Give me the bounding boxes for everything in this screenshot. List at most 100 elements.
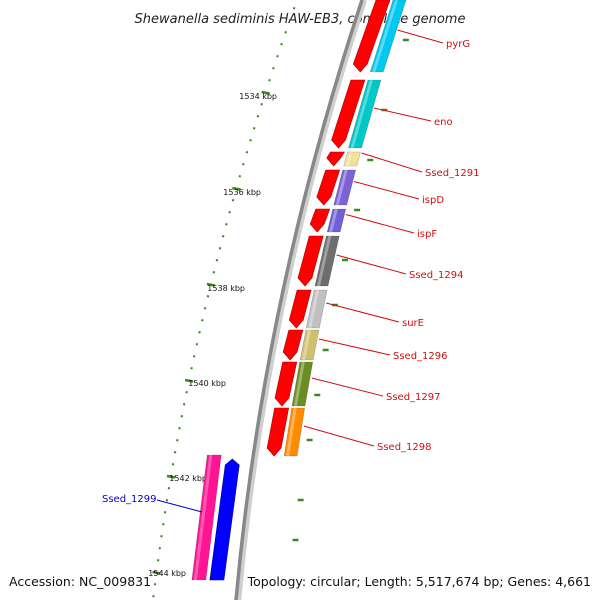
minor-tick (165, 499, 169, 502)
minor-tick (160, 535, 163, 538)
minor-tick (152, 595, 155, 598)
minor-tick (284, 31, 287, 34)
gene-label-ispF[interactable]: ispF (417, 229, 437, 240)
gene-feature-Ssed_1298[interactable] (283, 407, 306, 457)
topology-text: Topology: circular; Length: 5,517,674 bp… (247, 574, 591, 589)
minor-tick (195, 343, 199, 346)
gene-feature-ispF[interactable] (326, 208, 347, 233)
minor-tick (178, 427, 181, 430)
kbp-label: 1536 kbp (223, 188, 261, 197)
cds-arrow[interactable] (326, 151, 346, 167)
minor-tick (245, 151, 249, 154)
gene-sheen (372, 0, 398, 72)
minor-tick (231, 199, 235, 202)
gene-sheen (350, 80, 373, 148)
gene-sheen (345, 152, 353, 166)
gene-leader-line (397, 29, 444, 44)
gene-label-Ssed_1296[interactable]: Ssed_1296 (393, 351, 448, 362)
gene-label-Ssed_1294[interactable]: Ssed_1294 (409, 270, 464, 281)
minor-tick (158, 547, 162, 550)
cds-arrow[interactable] (331, 79, 366, 149)
minor-tick (176, 439, 179, 442)
gene-label-ispD[interactable]: ispD (422, 195, 444, 206)
kbp-label: 1542 kbp (169, 474, 207, 483)
gene-labels: pyrG eno Ssed_1291 ispD ispF Ssed_1294 s… (102, 39, 480, 505)
cds-arrow[interactable] (288, 289, 312, 329)
major-tick (166, 474, 176, 479)
gene-sheen (308, 290, 320, 328)
minor-tick (162, 523, 165, 526)
gene-label-Ssed_1291[interactable]: Ssed_1291 (425, 168, 480, 179)
minor-tick (171, 463, 175, 466)
major-tick (184, 378, 194, 383)
minor-tick (280, 43, 283, 46)
cds-arrow[interactable] (297, 235, 324, 287)
gene-feature-surE[interactable] (305, 289, 328, 329)
gene-feature-Ssed_1297[interactable] (291, 361, 314, 407)
minor-tick (190, 367, 193, 370)
gene-feature-ispD[interactable] (333, 169, 357, 206)
minor-tick (252, 127, 256, 130)
kbp-label: 1534 kbp (239, 92, 277, 101)
minor-tick (173, 451, 177, 454)
gene-leader-line (326, 302, 400, 323)
minor-tick (182, 403, 186, 406)
minor-tick (288, 19, 292, 22)
major-tick (152, 570, 161, 575)
cds-arrow[interactable] (282, 329, 304, 361)
gene-sheen (329, 209, 338, 232)
minor-tick (201, 319, 204, 322)
gene-sheen (193, 455, 213, 580)
cds-arrow[interactable] (316, 169, 341, 206)
gene-leader-line (156, 499, 203, 513)
minor-tick (153, 583, 157, 586)
gene-label-Ssed_1297[interactable]: Ssed_1297 (386, 392, 441, 403)
cds-arrow[interactable] (309, 208, 331, 233)
minor-tick (167, 487, 171, 490)
minor-tick (276, 55, 279, 58)
cds-arrow[interactable] (274, 361, 298, 407)
kbp-label: 1544 kbp (148, 569, 186, 578)
minor-tick (198, 331, 201, 334)
major-tick (206, 282, 216, 287)
kbp-label: 1538 kbp (207, 284, 245, 293)
minor-tick (249, 139, 252, 142)
gene-label-eno[interactable]: eno (434, 117, 453, 128)
gene-sheen (335, 170, 348, 205)
minor-tick (203, 307, 207, 310)
minor-tick (238, 175, 242, 178)
minor-tick (218, 247, 222, 250)
gene-feature-Ssed_1291[interactable] (343, 151, 361, 167)
minor-tick (272, 67, 275, 70)
gene-feature-pyrG[interactable] (369, 0, 407, 73)
minor-tick (180, 415, 184, 418)
minor-tick (221, 235, 225, 238)
accession-text: Accession: NC_009831 (9, 574, 151, 589)
gene-label-surE[interactable]: surE (402, 318, 424, 329)
gene-feature-eno[interactable] (348, 79, 382, 149)
gene-feature-Ssed_1296[interactable] (299, 329, 320, 361)
minor-tick (256, 115, 260, 118)
gene-leader-line (311, 377, 384, 397)
gene-label-Ssed_1299[interactable]: Ssed_1299 (102, 494, 157, 505)
gene-feature-Ssed_1299[interactable] (191, 454, 222, 581)
gene-sheen (302, 330, 311, 360)
genome-backbone (234, 0, 364, 600)
minor-tick (192, 355, 196, 358)
minor-tick (228, 211, 231, 214)
gene-label-Ssed_1298[interactable]: Ssed_1298 (377, 442, 432, 453)
map-title: Shewanella sediminis HAW-EB3, complete g… (135, 12, 466, 27)
gene-sheen (316, 236, 332, 286)
minor-tick (185, 391, 188, 394)
minor-tick (242, 163, 245, 166)
minor-tick (215, 259, 219, 262)
minor-tick (163, 511, 167, 514)
minor-tick (225, 223, 228, 226)
gene-feature-Ssed_1294[interactable] (314, 235, 340, 287)
cds-arrow[interactable] (209, 458, 240, 581)
cds-arrow[interactable] (266, 407, 290, 457)
major-tick (261, 90, 270, 95)
cds-arrow[interactable] (352, 0, 391, 73)
gene-label-pyrG[interactable]: pyrG (446, 39, 470, 50)
